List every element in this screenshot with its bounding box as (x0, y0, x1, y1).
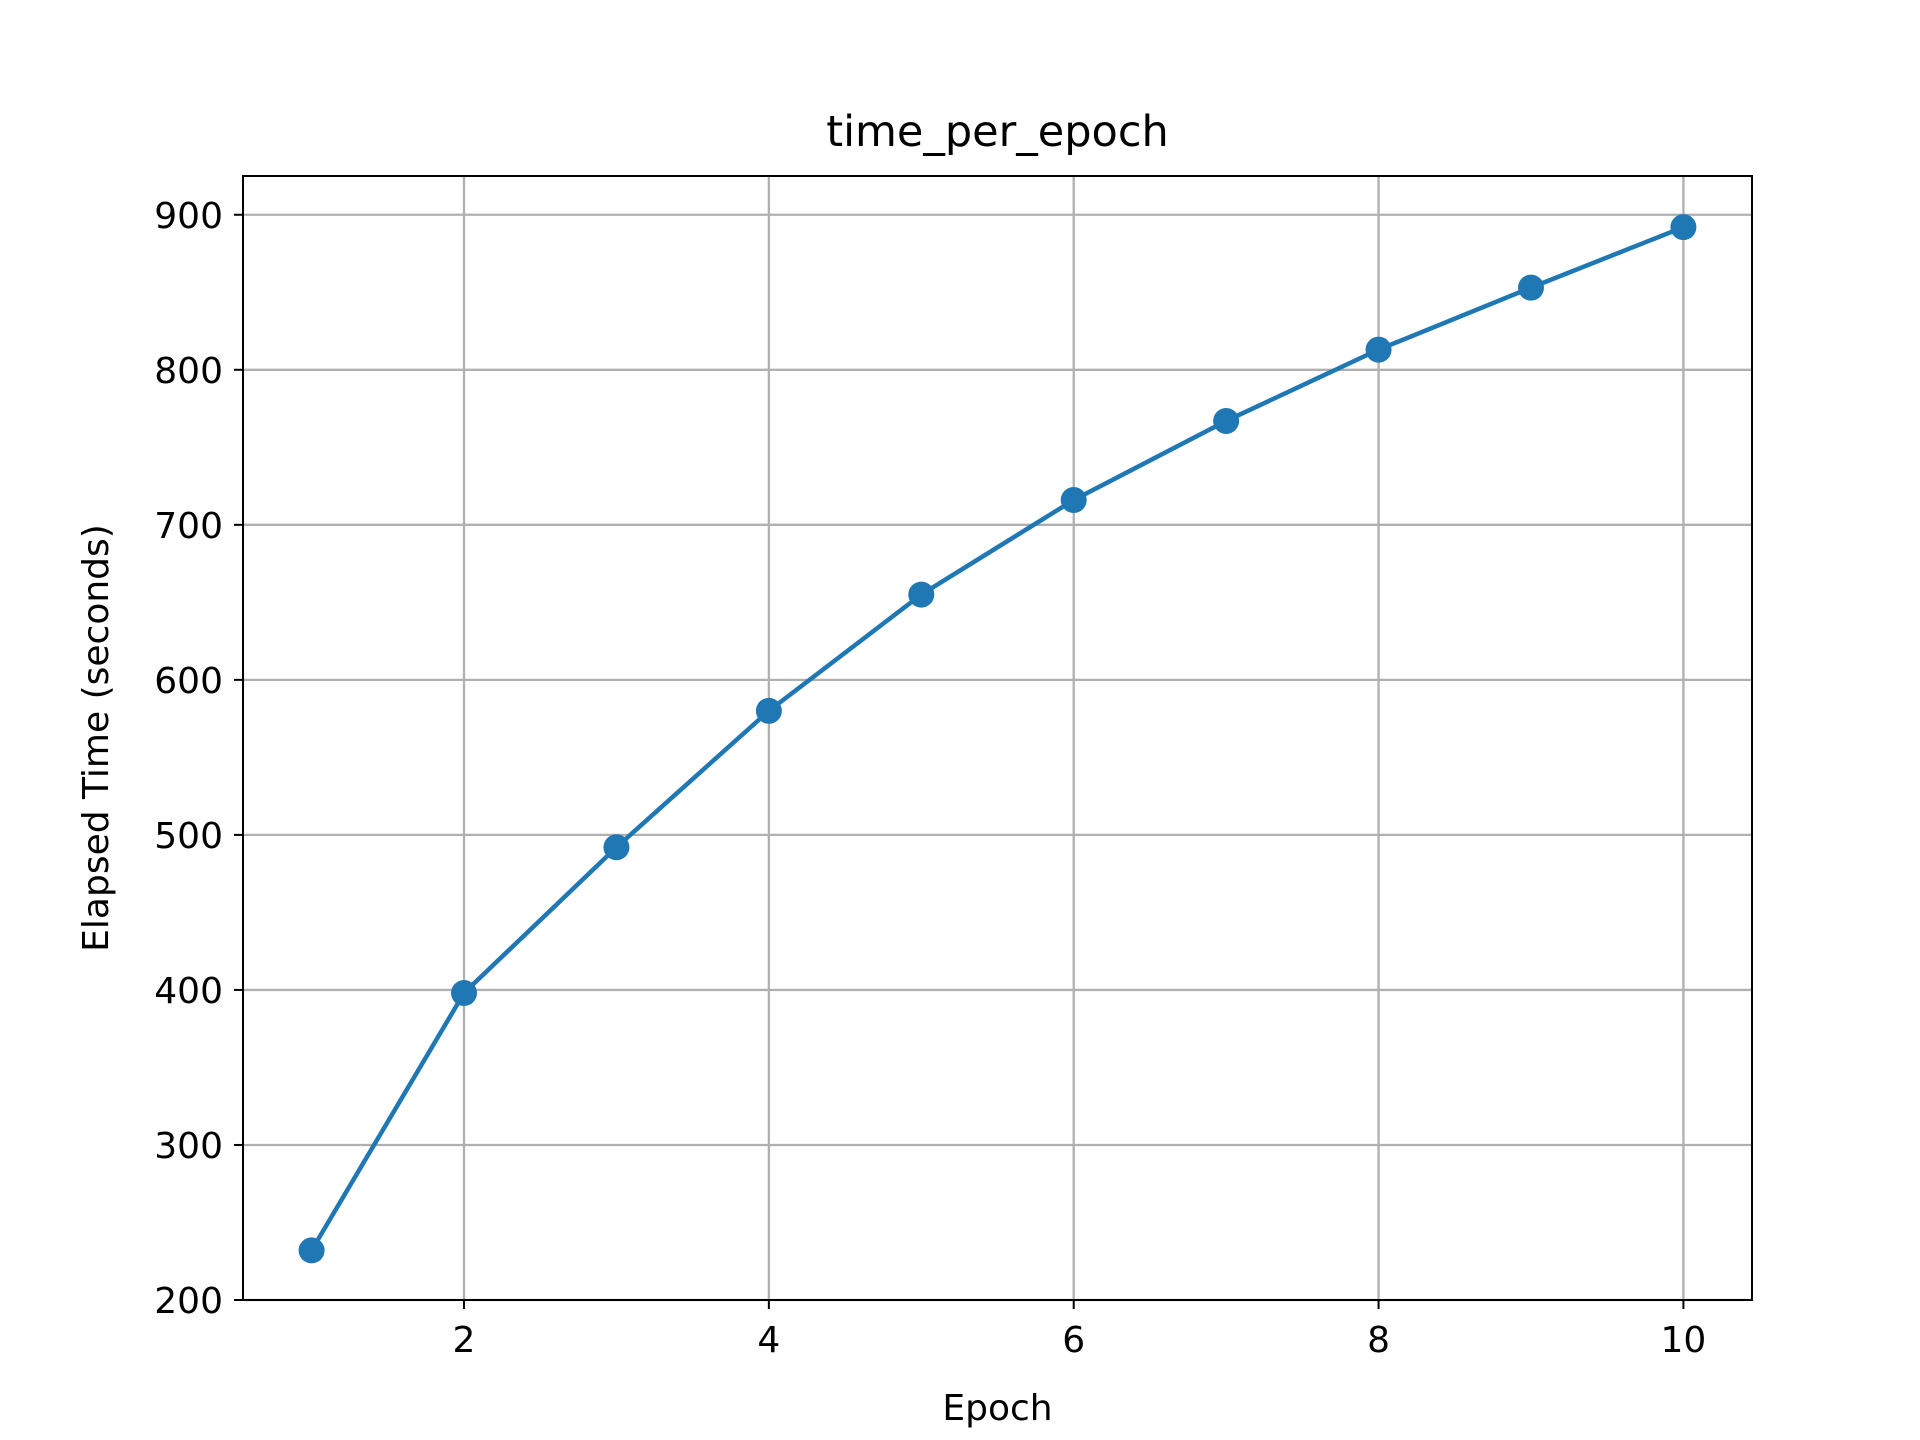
data-point (1213, 407, 1240, 434)
data-point (1670, 214, 1697, 241)
data-point (755, 697, 782, 724)
y-tick-label: 600 (154, 661, 223, 702)
ticks: 2 4 6 8 10 200 300 400 500 600 700 800 900 (154, 196, 1706, 1361)
x-tick-label: 10 (1661, 1320, 1707, 1361)
series-group (298, 214, 1697, 1264)
x-tick-label: 4 (757, 1320, 780, 1361)
x-tick-label: 2 (453, 1320, 476, 1361)
data-point (1060, 487, 1087, 514)
axes-frame (242, 175, 1753, 1301)
series-line (309, 224, 1686, 1253)
y-tick-label: 700 (154, 506, 223, 547)
y-tick-label: 200 (154, 1281, 223, 1322)
x-tick-label: 6 (1062, 1320, 1085, 1361)
y-tick-label: 300 (154, 1126, 223, 1167)
data-point (451, 980, 478, 1007)
chart-title: time_per_epoch (826, 107, 1169, 157)
data-point (1365, 336, 1392, 363)
y-tick-label: 900 (154, 196, 223, 237)
data-point (1517, 274, 1544, 301)
x-tick-label: 8 (1367, 1320, 1390, 1361)
x-axis-label: Epoch (942, 1388, 1052, 1429)
data-point (298, 1237, 325, 1264)
data-point (603, 834, 630, 861)
y-axis-label: Elapsed Time (seconds) (76, 524, 117, 952)
data-point (908, 581, 935, 608)
y-tick-label: 400 (154, 971, 223, 1012)
y-tick-label: 800 (154, 351, 223, 392)
y-tick-label: 500 (154, 816, 223, 857)
